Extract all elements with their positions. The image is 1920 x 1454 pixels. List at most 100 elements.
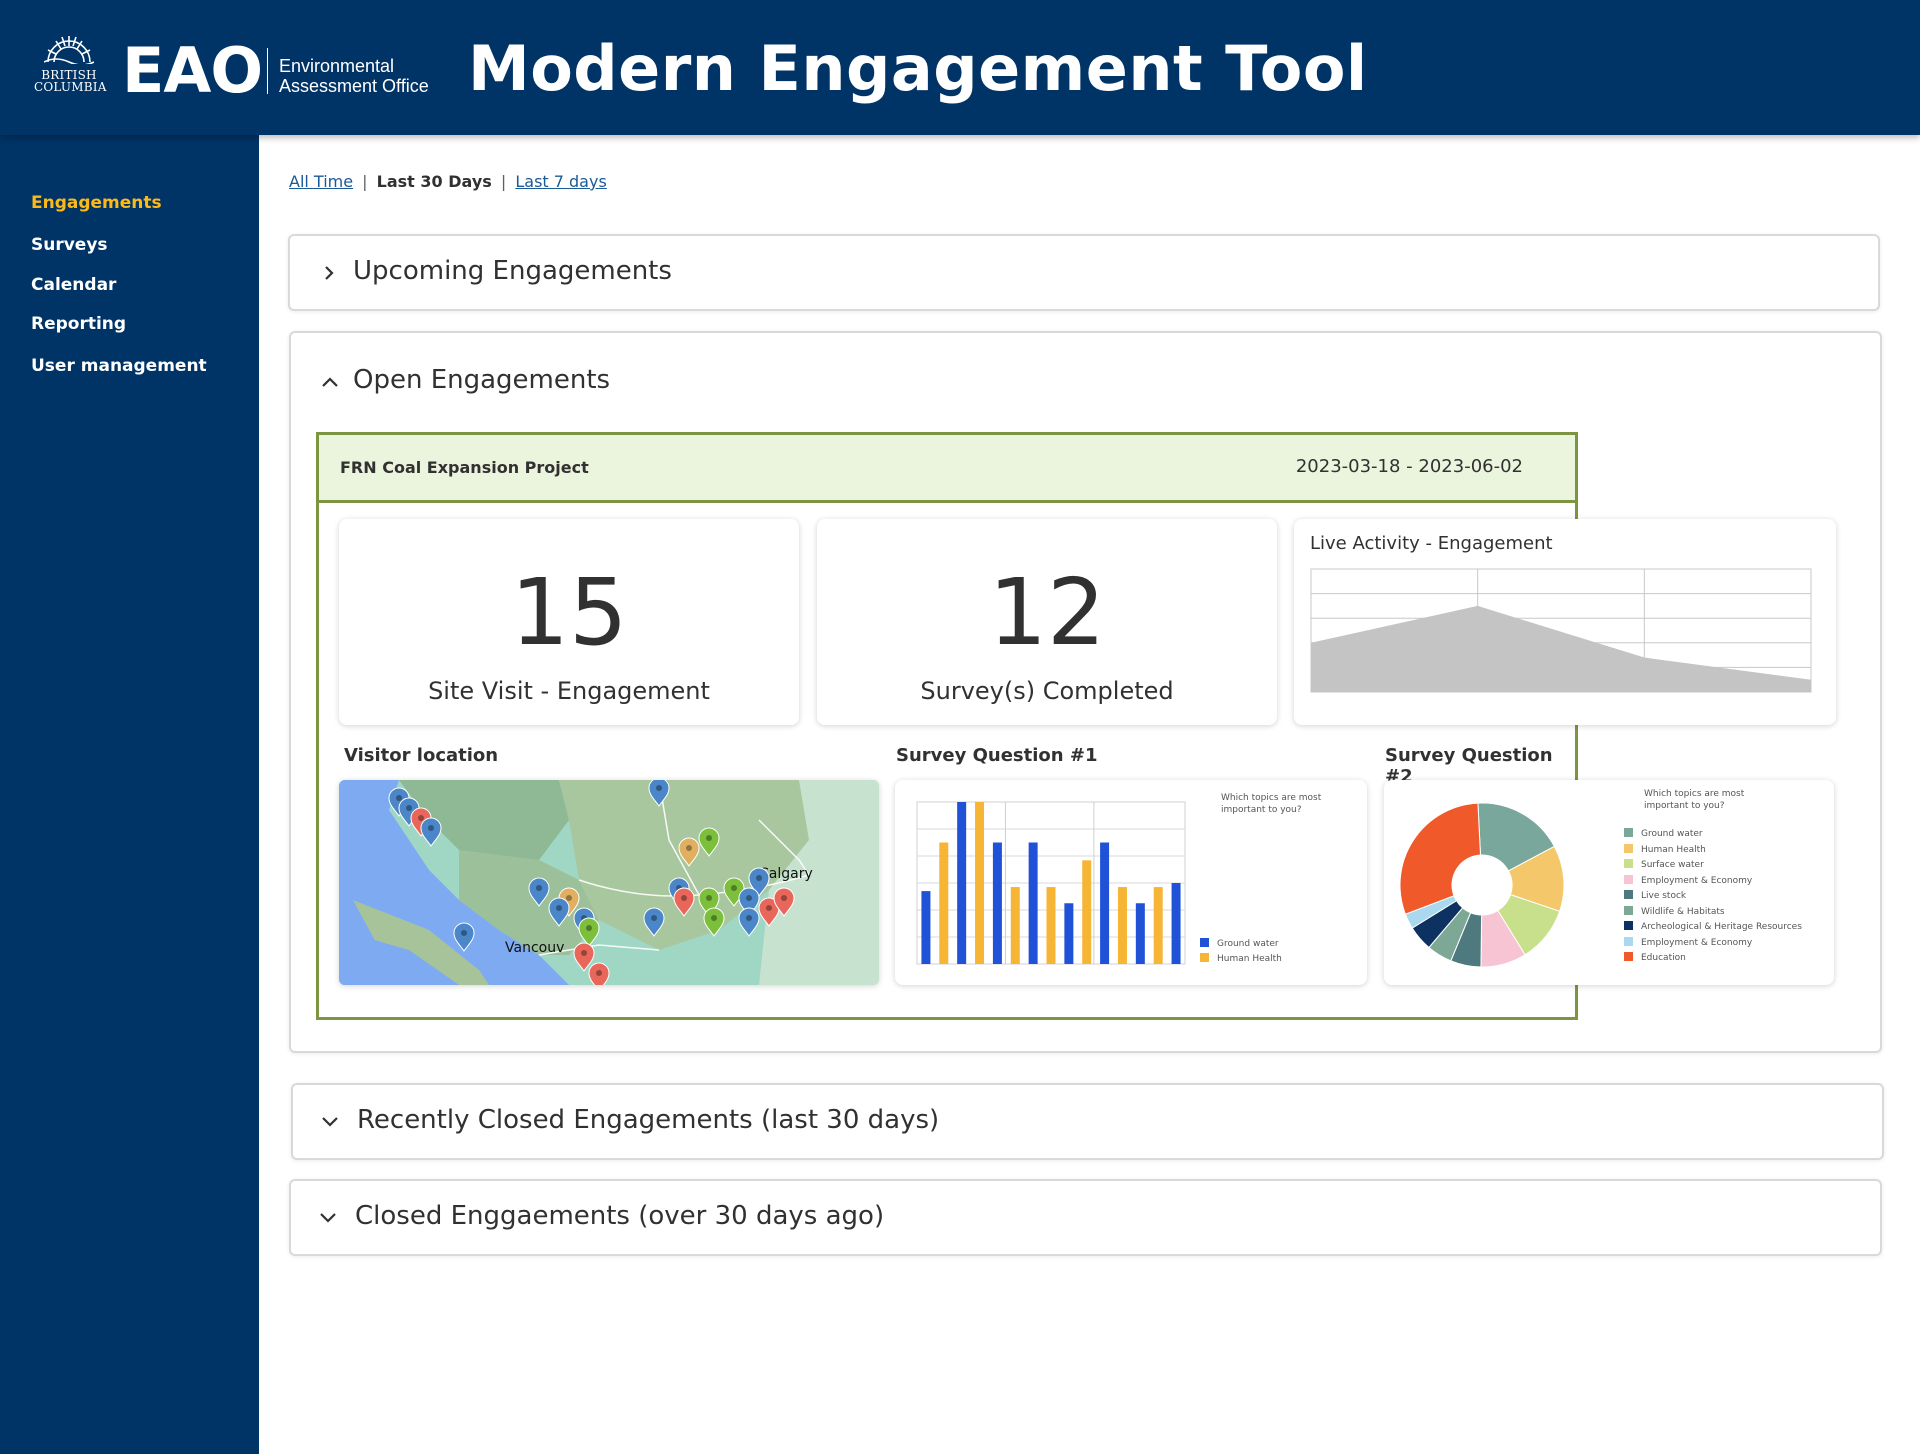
accordion-header-upcoming[interactable]: Upcoming Engagements (290, 236, 1878, 310)
accordion-title: Recently Closed Engagements (last 30 day… (357, 1105, 940, 1135)
office-name-line1: Environmental (279, 56, 395, 76)
legend-item: Ground water (1200, 938, 1279, 949)
bar (1153, 887, 1163, 964)
map-city-vancouver: Vancouv (505, 940, 564, 956)
sidebar-item-surveys[interactable]: Surveys (31, 235, 108, 255)
legend-swatch (1200, 938, 1209, 947)
legend-swatch (1624, 952, 1633, 961)
map-pin-icon (453, 922, 475, 952)
filter-all-time-link[interactable]: All Time (289, 172, 354, 191)
map-pin-icon (578, 917, 600, 947)
live-activity-card: Live Activity - Engagement (1294, 519, 1836, 725)
legend-label: Surface water (1641, 860, 1704, 870)
accordion-header-recently-closed[interactable]: Recently Closed Engagements (last 30 day… (293, 1085, 1882, 1159)
legend-swatch (1624, 936, 1633, 946)
area-series (1311, 605, 1811, 692)
sidebar-item-reporting[interactable]: Reporting (31, 314, 127, 334)
map-pin-icon (573, 942, 595, 972)
accordion-title: Open Engagements (353, 365, 611, 395)
bc-sun-icon (44, 36, 94, 64)
legend-label: Live stock (1641, 891, 1687, 901)
bar (939, 842, 949, 964)
legend-item: Ground water (1624, 828, 1703, 839)
app-header: BRITISH COLUMBIA EAO Environmental Asses… (0, 0, 1920, 135)
survey-question-1-label: Survey Question #1 (896, 745, 1098, 766)
sidebar-item-user-management[interactable]: User management (31, 356, 207, 376)
legend-item: Human Health (1200, 953, 1282, 964)
map-pin-icon (678, 837, 700, 867)
map-pin-icon (643, 907, 665, 937)
map-pin-icon (548, 897, 570, 927)
accordion-recently-closed-engagements: Recently Closed Engagements (last 30 day… (291, 1083, 1884, 1160)
accordion-title: Closed Enggaements (over 30 days ago) (355, 1201, 885, 1231)
office-name: Environmental Assessment Office (279, 56, 429, 96)
bar (1135, 903, 1145, 964)
filter-last-30-days[interactable]: Last 30 Days (376, 172, 492, 191)
accordion-header-open[interactable]: Open Engagements (291, 333, 1880, 407)
bar (1064, 903, 1074, 964)
app-title: Modern Engagement Tool (468, 32, 1368, 105)
map-pin-dot (406, 805, 412, 811)
map-pin-icon (698, 827, 720, 857)
engagement-card-header[interactable]: FRN Coal Expansion Project 2023-03-18 - … (319, 435, 1575, 503)
chevron-right-icon (325, 266, 334, 280)
legend-item: Employment & Economy (1624, 874, 1752, 886)
map-pin-dot (586, 925, 592, 931)
kpi-site-visits: 15 Site Visit - Engagement (339, 519, 799, 725)
accordion-header-closed[interactable]: Closed Enggaements (over 30 days ago) (291, 1181, 1880, 1255)
map-pin-dot (428, 825, 434, 831)
visitor-location-map[interactable]: Vancouv Calgary (339, 780, 879, 985)
logo-divider (267, 48, 268, 94)
kpi-value: 12 (988, 559, 1106, 666)
map-pin-dot (461, 930, 467, 936)
filter-last-7-days-link[interactable]: Last 7 days (515, 172, 607, 191)
map-pin-dot (581, 950, 587, 956)
bc-logo-line1: BRITISH (41, 68, 97, 82)
map-pin-dot (781, 895, 787, 901)
bar (975, 802, 985, 964)
map-pin-dot (656, 785, 662, 791)
kpi-label: Survey(s) Completed (920, 677, 1174, 705)
filter-separator: | (362, 172, 368, 191)
map-pin-dot (681, 895, 687, 901)
sidebar-item-calendar[interactable]: Calendar (31, 275, 117, 295)
live-activity-chart (1310, 568, 1812, 693)
map-pin-dot (686, 845, 692, 851)
legend-label: Archeological & Heritage Resources (1641, 922, 1802, 932)
legend-label: Education (1641, 953, 1686, 963)
engagement-dates: 2023-03-18 - 2023-06-02 (1295, 456, 1523, 477)
pie-slice (1399, 802, 1482, 915)
chart-title: Which topics are most important to you? (1644, 789, 1745, 811)
bar (1082, 860, 1092, 964)
map-pin-dot (536, 885, 542, 891)
map-pin-icon (588, 962, 610, 985)
map-pin-dot (706, 895, 712, 901)
sidebar-item-engagements[interactable]: Engagements (31, 193, 162, 213)
legend-item: Archeological & Heritage Resources (1624, 921, 1802, 932)
bc-government-logo[interactable]: BRITISH COLUMBIA (34, 34, 107, 98)
legend-item: Wildlife & Habitats (1624, 905, 1725, 917)
survey-question-1-chart (916, 801, 1186, 965)
map-pin-dot (651, 915, 657, 921)
legend-label: Ground water (1641, 829, 1703, 839)
accordion-open-engagements: Open Engagements FRN Coal Expansion Proj… (289, 331, 1882, 1053)
map-pin-dot (556, 905, 562, 911)
map-pin-dot (731, 885, 737, 891)
engagement-name: FRN Coal Expansion Project (340, 458, 589, 477)
map-pin-dot (596, 970, 602, 976)
eao-wordmark: EAO (122, 34, 263, 107)
bar (1117, 887, 1127, 964)
legend-label: Ground water (1217, 939, 1279, 949)
kpi-value: 15 (510, 559, 628, 666)
legend-swatch (1624, 874, 1633, 884)
bar (1171, 883, 1181, 964)
visitor-location-label: Visitor location (344, 745, 499, 766)
bc-logo-line2: COLUMBIA (34, 80, 107, 94)
legend-label: Human Health (1641, 844, 1706, 855)
map-pin-dot (396, 795, 402, 801)
survey-question-2-chart-card: Which topics are most important to you? … (1384, 780, 1834, 985)
bar (1100, 842, 1110, 964)
chevron-down-icon (322, 1117, 338, 1127)
legend-label: Human Health (1217, 954, 1282, 964)
chevron-down-icon (320, 1213, 336, 1223)
